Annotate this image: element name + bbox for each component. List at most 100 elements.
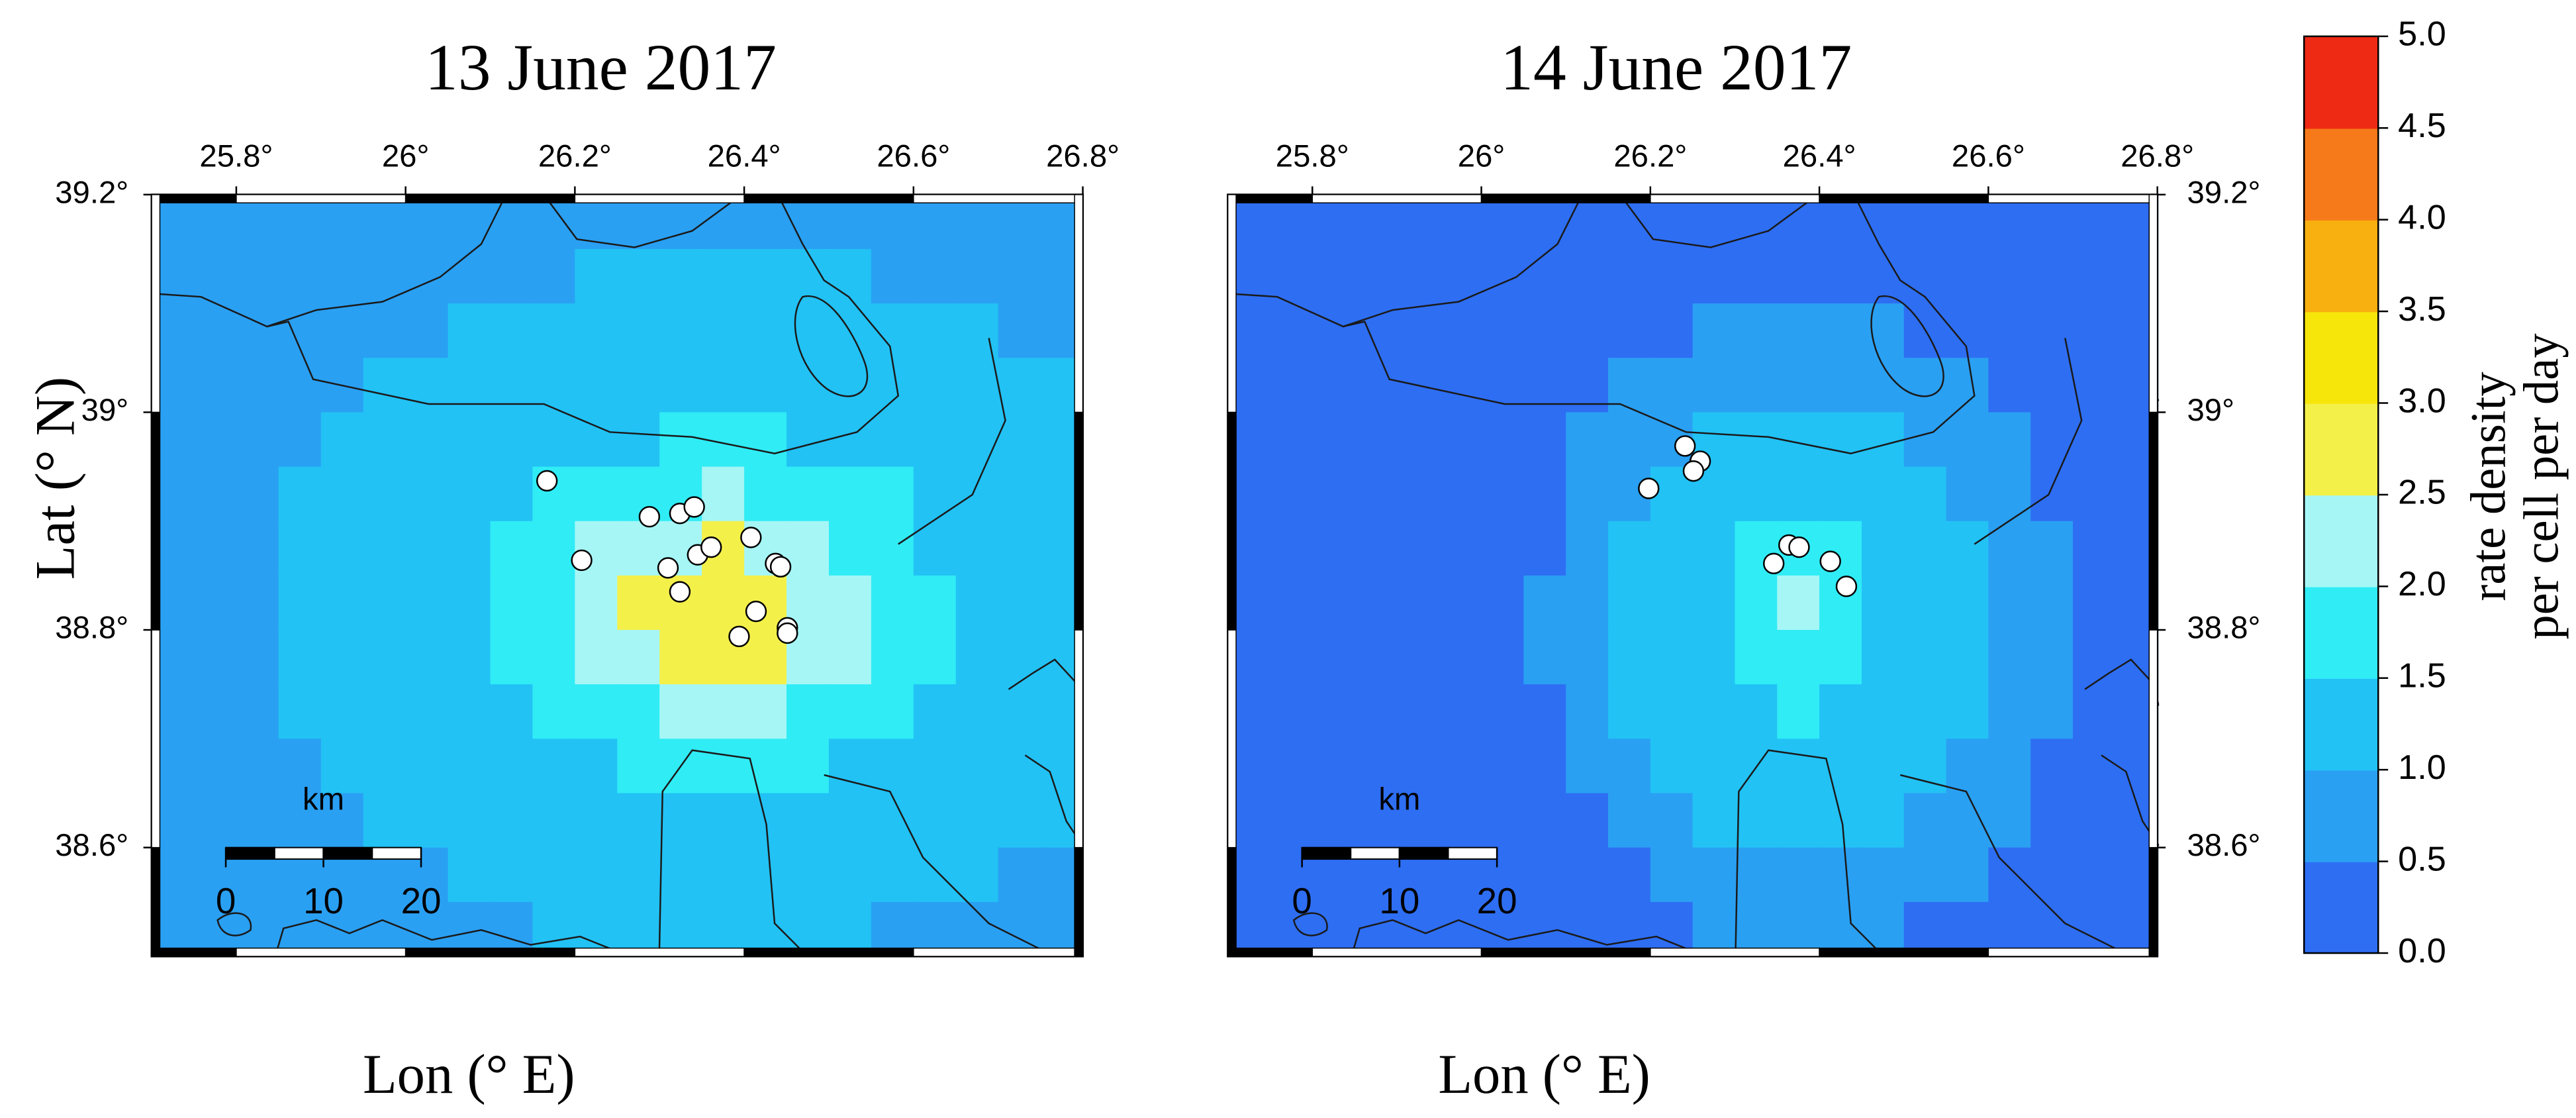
heat-cell — [1312, 194, 1356, 250]
heat-cell — [1566, 248, 1609, 305]
heat-cell — [1481, 738, 1525, 794]
heat-cell — [1355, 901, 1398, 956]
heat-cell — [617, 738, 661, 794]
heat-cell — [1650, 847, 1694, 903]
heat-cell — [1650, 793, 1694, 849]
heat-cell — [1566, 303, 1609, 359]
scale-bar-segment — [322, 846, 373, 860]
colorbar-tick-label: 2.5 — [2398, 474, 2446, 512]
heat-cell — [405, 684, 450, 740]
heat-cell — [1566, 412, 1609, 468]
heat-cell — [193, 575, 238, 631]
heat-cell — [532, 412, 576, 468]
heat-cell — [193, 303, 238, 359]
scale-bar-label: 0 — [216, 880, 236, 921]
heat-cell — [1608, 738, 1652, 794]
heat-cell — [702, 248, 745, 305]
heat-cell — [1608, 248, 1652, 305]
heat-cell — [575, 303, 618, 359]
heat-cell — [1270, 412, 1313, 468]
heat-cell — [744, 194, 788, 250]
y-tick-label: 38.6° — [2187, 828, 2260, 863]
heat-cell — [871, 738, 915, 794]
heat-cell — [1988, 738, 2032, 794]
heat-cell — [744, 248, 788, 305]
heat-cell — [532, 194, 576, 250]
map-panel — [1227, 194, 2160, 956]
heat-cell — [828, 575, 873, 631]
heat-cell — [1355, 248, 1398, 305]
scale-bar-label: 20 — [401, 880, 442, 921]
heat-cell — [871, 248, 915, 305]
heat-cell — [955, 194, 1000, 250]
heat-cell — [871, 521, 915, 577]
heat-cell — [1903, 521, 1948, 577]
heat-cell — [490, 738, 534, 794]
frame-band — [913, 194, 1084, 204]
heat-cell — [193, 738, 238, 794]
scale-bar-unit: km — [1378, 782, 1420, 817]
heat-cell — [998, 901, 1042, 956]
frame-band — [1480, 194, 1651, 204]
heat-cell — [1608, 630, 1652, 686]
heat-cell — [913, 738, 957, 794]
scale-bar-segment — [1447, 846, 1498, 860]
heat-cell — [828, 901, 873, 956]
heat-cell — [955, 466, 1000, 523]
heat-cell — [1903, 575, 1948, 631]
heat-cell — [1312, 412, 1356, 468]
heat-cell — [193, 358, 238, 413]
heat-cell — [1692, 847, 1736, 903]
heat-cell — [490, 358, 534, 413]
heat-cell — [617, 248, 661, 305]
heat-cell — [1777, 303, 1821, 359]
heat-cell — [1819, 412, 1863, 468]
heat-cell — [2073, 521, 2117, 577]
heat-cell — [2073, 412, 2117, 468]
scale-bar-segment — [1398, 846, 1449, 860]
heat-cell — [1819, 847, 1863, 903]
heat-cell — [1481, 575, 1525, 631]
heat-cell — [2073, 303, 2117, 359]
heat-cell — [1903, 684, 1948, 740]
heat-cell — [1270, 684, 1313, 740]
frame-band — [1227, 947, 1313, 957]
heat-cell — [575, 194, 618, 250]
heat-cell — [913, 901, 957, 956]
heat-cell — [787, 466, 830, 523]
heat-cell — [828, 521, 873, 577]
heat-cell — [1735, 684, 1778, 740]
heat-cell — [1355, 466, 1398, 523]
heat-cell — [1946, 466, 1989, 523]
heat-cell — [405, 901, 450, 956]
heat-cell — [1861, 738, 1905, 794]
heat-cell — [1270, 575, 1313, 631]
y-tick-label: 38.6° — [55, 828, 128, 863]
heat-cell — [1566, 466, 1609, 523]
heat-cell — [702, 901, 745, 956]
heat-cell — [617, 575, 661, 631]
heat-cell — [955, 630, 1000, 686]
heat-cell — [490, 793, 534, 849]
heat-cell — [1692, 521, 1736, 577]
heat-cell — [2030, 684, 2074, 740]
heat-cell — [575, 358, 618, 413]
heat-cell — [490, 248, 534, 305]
heat-cell — [1988, 248, 2032, 305]
heat-cell — [2073, 248, 2117, 305]
heat-cell — [1692, 901, 1736, 956]
event-marker — [1819, 550, 1841, 572]
heat-cell — [1355, 630, 1398, 686]
heat-cell — [1946, 248, 1989, 305]
heat-cell — [448, 738, 491, 794]
heat-cell — [913, 575, 957, 631]
heat-cell — [2073, 684, 2117, 740]
heat-cell — [532, 303, 576, 359]
heat-cell — [1608, 575, 1652, 631]
heat-cell — [1692, 358, 1736, 413]
event-marker — [683, 496, 705, 518]
heat-cell — [1946, 901, 1989, 956]
frame-band — [1819, 947, 1989, 957]
heat-cell — [913, 358, 957, 413]
heat-cell — [532, 847, 576, 903]
